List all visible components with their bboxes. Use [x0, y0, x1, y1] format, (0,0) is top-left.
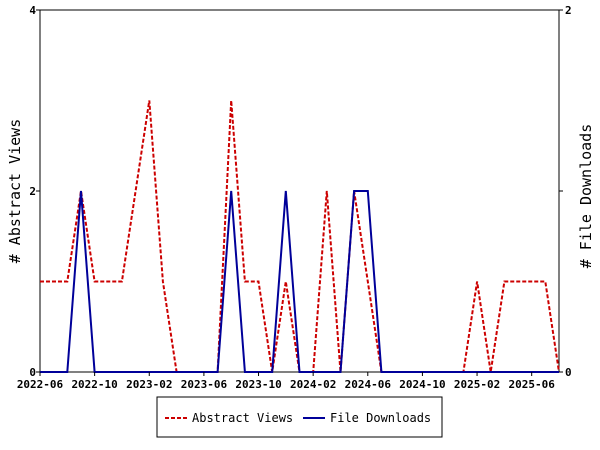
- x-tick-label: 2024-10: [399, 378, 445, 391]
- legend-label-file-downloads: File Downloads: [330, 411, 431, 425]
- x-tick-label: 2023-02: [126, 378, 172, 391]
- y-axis-title-right: # File Downloads: [577, 124, 595, 269]
- series-layer: [40, 100, 560, 373]
- y-tick-label-right: 0: [565, 366, 572, 379]
- x-tick-label: 2025-02: [454, 378, 500, 391]
- y-tick-label-right: 2: [565, 4, 572, 17]
- series-line-file-downloads: [40, 190, 559, 373]
- series-line-abstract-views: [40, 100, 560, 373]
- x-tick-label: 2022-10: [71, 378, 117, 391]
- y-axis-title-left: # Abstract Views: [6, 119, 24, 264]
- x-tick-label: 2024-06: [345, 378, 392, 391]
- plot-frame: [39, 9, 560, 373]
- x-tick-label: 2023-06: [181, 378, 228, 391]
- legend: Abstract Views File Downloads: [156, 396, 443, 438]
- x-tick-label: 2025-06: [509, 378, 556, 391]
- y-tick-label-left: 2: [29, 185, 36, 198]
- y-tick-label-left: 0: [29, 366, 36, 379]
- legend-label-abstract-views: Abstract Views: [192, 411, 293, 425]
- axis-layer: 2022-06 2022-10 2023-02 2023-06 2023-10 2024-…: [17, 4, 572, 391]
- x-tick-label: 2024-02: [290, 378, 336, 391]
- legend-box: [156, 396, 443, 438]
- x-tick-label: 2023-10: [235, 378, 281, 391]
- x-tick-label: 2022-06: [17, 378, 64, 391]
- y-tick-label-left: 4: [29, 4, 36, 17]
